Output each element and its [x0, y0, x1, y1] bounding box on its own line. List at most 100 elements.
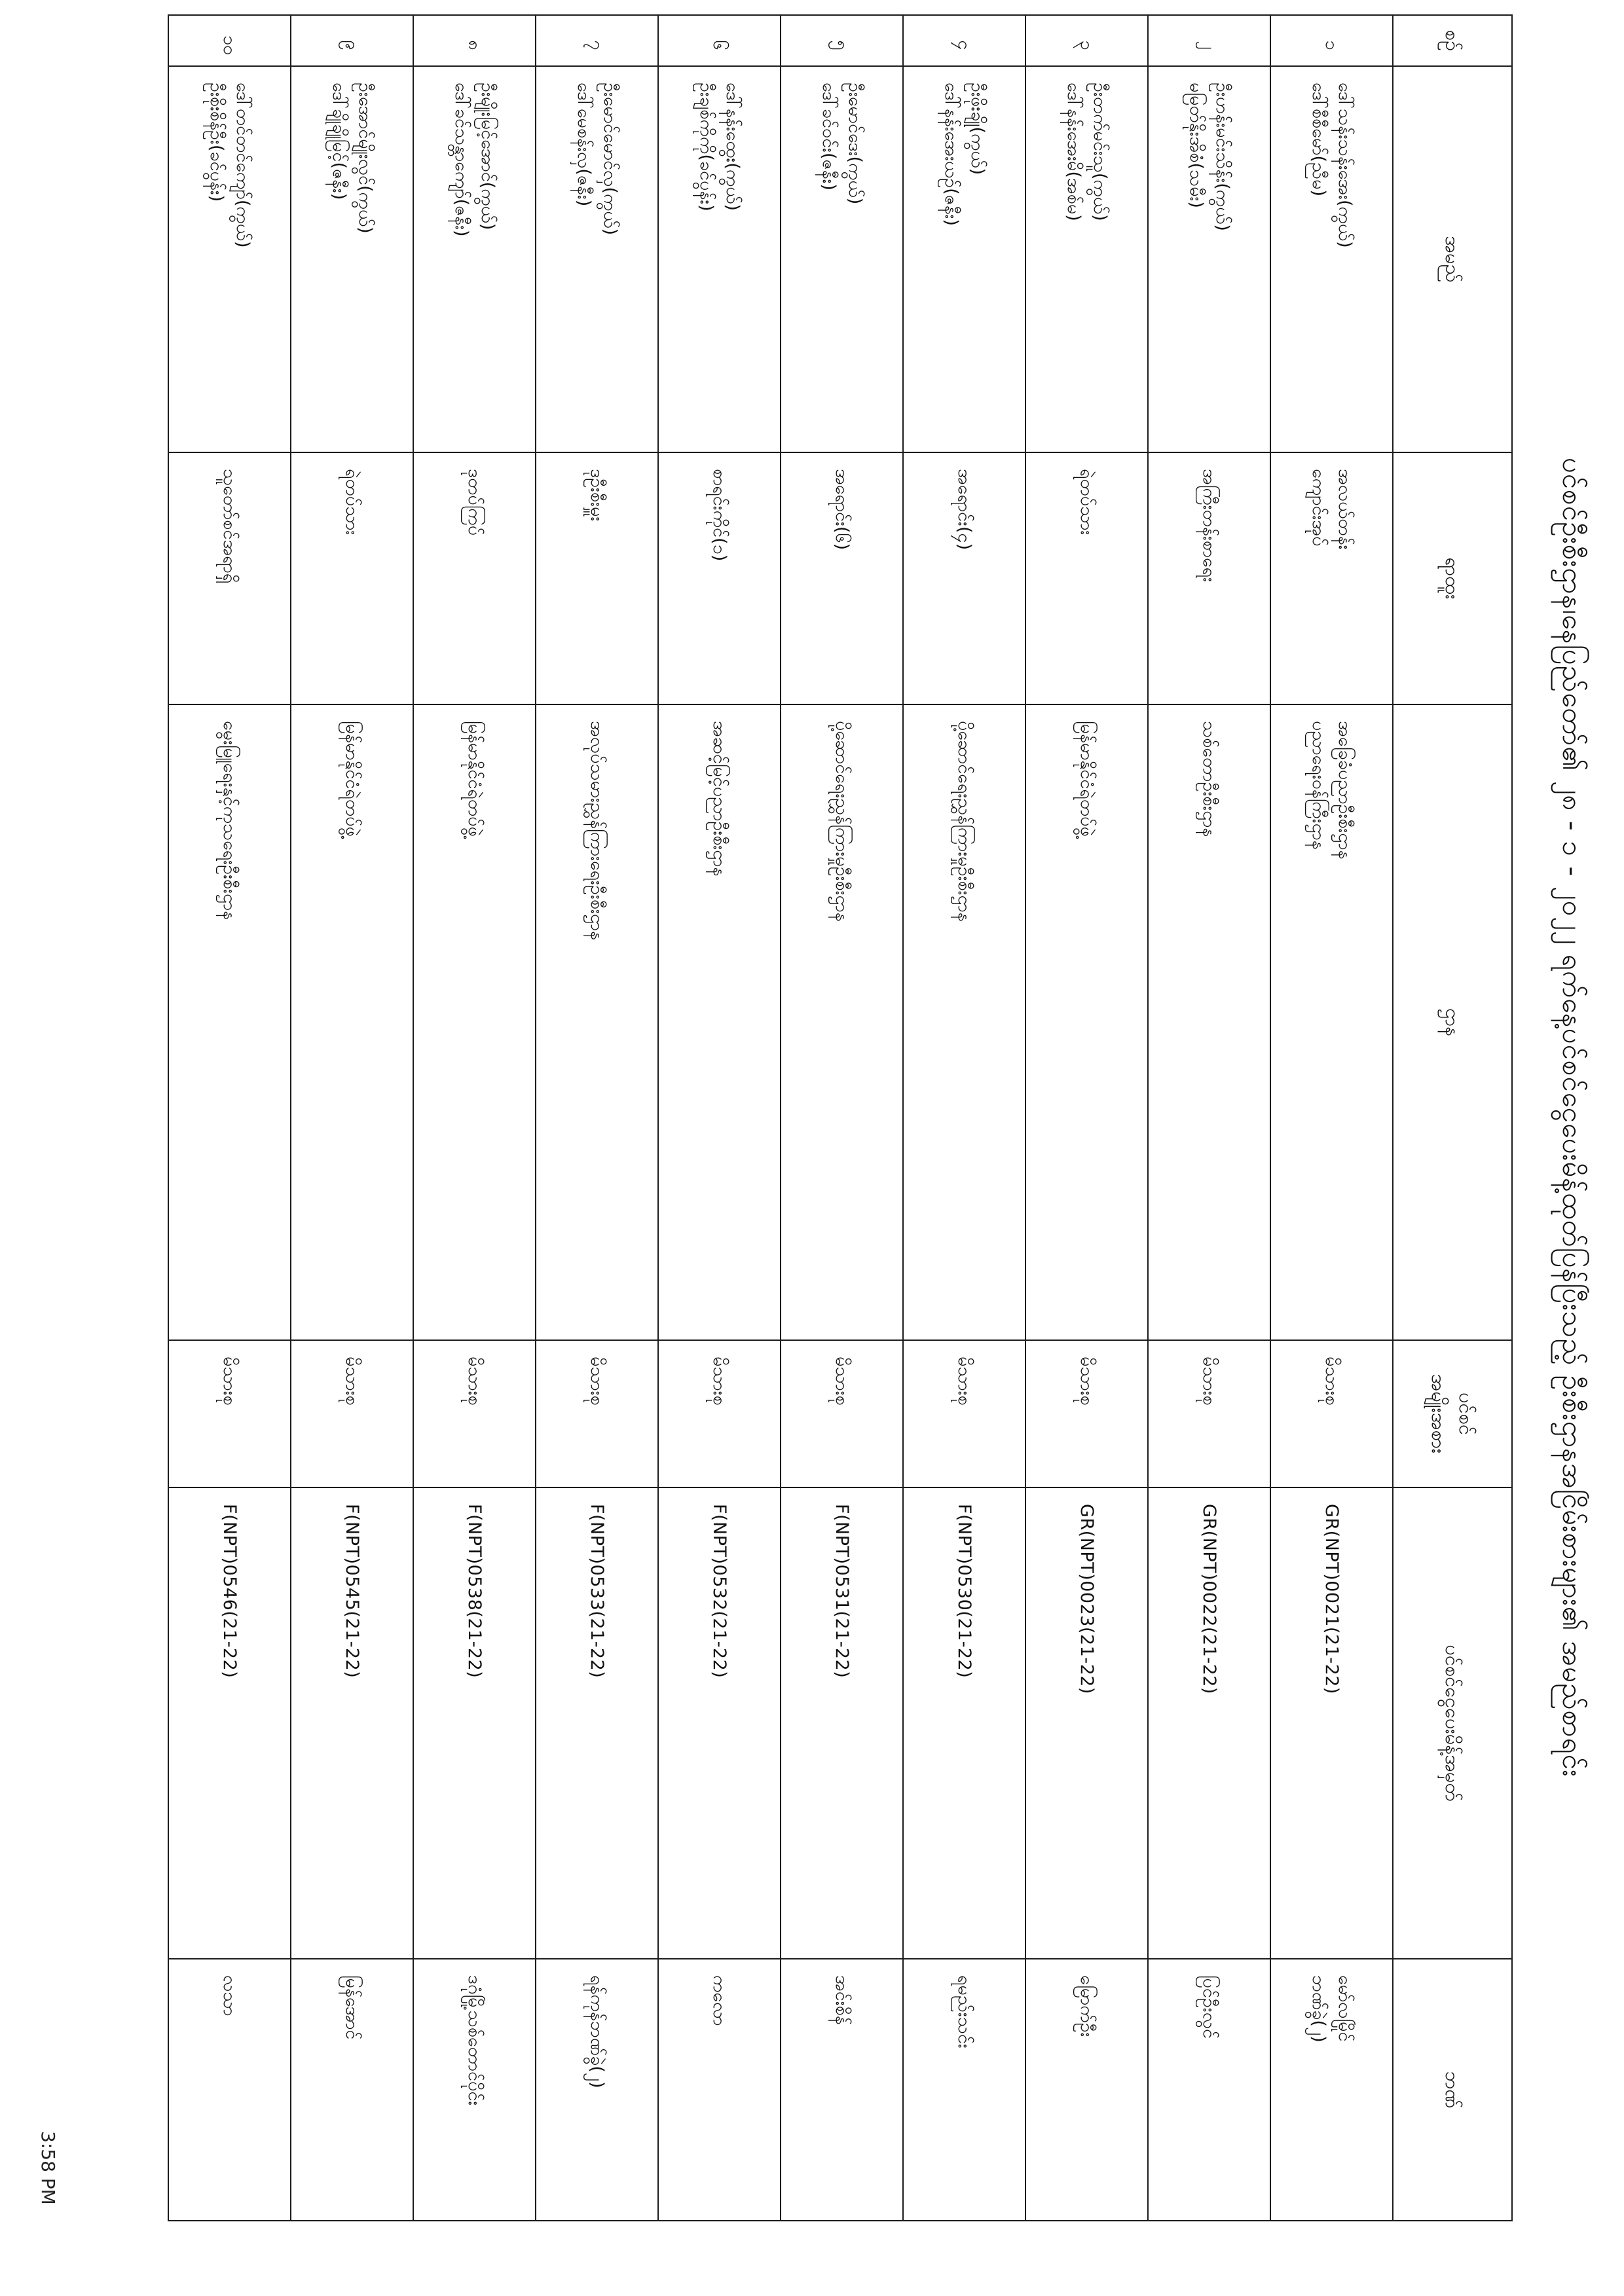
cell-text-line: မိသားစု: [342, 1357, 363, 1406]
cell-text-line: ဒေါ်မေစန်းလှ(ဇနီး): [574, 82, 595, 207]
cell-text-line: F(NPT)0530(21-22): [954, 1504, 975, 1679]
cell-text-line: ၅: [832, 40, 853, 50]
cell-text-line: မွေးမြူရေးနှင့်ကုသရေးဦးစီးဌာန: [219, 721, 240, 920]
cell-text-line: F(NPT)0538(21-22): [464, 1504, 485, 1679]
name-cell: ဒေါ်နန်းထွေး(ကွယ်) ဦးချစ်ကိုကို(ခင်ပွန်း): [658, 66, 781, 452]
header-serial: စဉ်: [1393, 15, 1512, 66]
name-cell: ဦးဖိုးချို(ကွယ်) ဒေါ်နန်းအေးယဉ်(ဇနီး): [903, 66, 1025, 452]
pension-type-cell: မိသားစု: [291, 1340, 413, 1487]
order-no-cell: F(NPT)0545(21-22): [291, 1487, 413, 1959]
cell-text-line: မိသားစု: [219, 1357, 240, 1406]
serial-cell: ၉: [291, 15, 413, 66]
cell-text-line: ဒေါ်သန်းသန်းအေး(ကွယ်): [1334, 82, 1355, 248]
table-row: ၈ဦးမျိုးမြင့်အောင်(ကွယ်) ဒေါ်ခင်သန္တာကျော…: [413, 15, 536, 2221]
serial-cell: ၄: [903, 15, 1025, 66]
bank-cell: လသာ: [168, 1959, 291, 2221]
cell-text-line: ဒေါ်ခင်ဝင်း(ဇနီး): [819, 82, 840, 191]
department-cell: မြန်မာနိုင်ငံရဲတပ်ဖွဲ့: [1025, 704, 1148, 1340]
cell-text-line: ဦးဖိုးချို(ကွယ်): [967, 82, 987, 175]
header-department: ဌာန: [1393, 704, 1512, 1340]
cell-text-line: ဒေါ်နန်းထွေး(ကွယ်): [722, 82, 743, 211]
name-cell: ဒေါ်တင်တင်ကျော်(ကွယ်) ဦးစိုးစိန်ဦး(ခင်ပွန…: [168, 66, 291, 452]
position-cell: အရောင်း(၄): [903, 452, 1025, 704]
cell-text-line: အဆင့်မြင့်ပညာဦးစီးဌာန: [709, 721, 730, 877]
cell-text-line: ဦးဟန်းမင်းသိန်း(ကွယ်): [1211, 82, 1232, 231]
table-row: ၂ဦးဟန်းမင်းသိန်း(ကွယ်) မမြတ်နိုးအိစံ(သမီး…: [1148, 15, 1270, 2221]
cell-text-line: မြန်မာနိုင်ငံရဲတပ်ဖွဲ့: [464, 721, 485, 837]
pension-list-table: စဉ် အမည် ရာထူး ဌာန ပင်စင် အမျိုးအစား ပင်…: [168, 14, 1513, 2221]
cell-text-line: ၄: [954, 40, 975, 50]
pension-type-cell: မိသားစု: [1025, 1340, 1148, 1487]
document-title: ပင်စင်ဦးစီးဌာန၊နေပြည်တော်၏ ၂၈ - ၁ - ၂၀၂၂…: [1557, 457, 1589, 1777]
name-cell: ဒေါ်သန်းသန်းအေး(ကွယ်) ဒေါ်စီစီမော်(ညီမ): [1270, 66, 1393, 452]
serial-cell: ၃: [1025, 15, 1148, 66]
order-no-cell: F(NPT)0533(21-22): [536, 1487, 658, 1959]
department-cell: သစ်တောဦးစီးဌာန: [1148, 704, 1270, 1340]
order-no-cell: F(NPT)0538(21-22): [413, 1487, 536, 1959]
cell-text-line: ပညာရေးဝန်ကြီးဌာန: [1308, 721, 1329, 850]
cell-text-line: အရောင်း(၆): [832, 469, 853, 551]
cell-text-line: F(NPT)0533(21-22): [587, 1504, 608, 1679]
department-cell: မြန်မာနိုင်ငံရဲတပ်ဖွဲ့: [413, 704, 536, 1340]
cell-text-line: F(NPT)0545(21-22): [342, 1504, 363, 1679]
cell-text-line: ဦးချစ်ကိုကို(ခင်ပွန်း): [696, 82, 717, 211]
cell-text-line: ၃: [1077, 40, 1098, 50]
position-cell: အကြီးတန်းစာရေး: [1148, 452, 1270, 704]
cell-text-line: မိသားစု: [1321, 1357, 1342, 1406]
position-cell: အလယ်တန်း ကျောင်းအုပ်: [1270, 452, 1393, 704]
pension-type-cell: မိသားစု: [413, 1340, 536, 1487]
order-no-cell: F(NPT)0530(21-22): [903, 1487, 1025, 1959]
cell-text-line: ၈: [464, 40, 485, 50]
table-body: ၁ဒေါ်သန်းသန်းအေး(ကွယ်) ဒေါ်စီစီမော်(ညီမ) အ…: [168, 15, 1393, 2221]
cell-text-line: ကလော: [709, 1975, 730, 2026]
pension-type-cell: မိသားစု: [536, 1340, 658, 1487]
position-cell: ဒုတပ်ကြပ်: [413, 452, 536, 704]
cell-text-line: F(NPT)0532(21-22): [709, 1504, 730, 1679]
position-cell: စာရင်းကိုင်(၁): [658, 452, 781, 704]
cell-text-line: မော်လမြိုင်: [1334, 1975, 1355, 2042]
cell-text-line: မိသားစု: [709, 1357, 730, 1406]
header-order-no: ပင်စင်ငွေပေးမိန့်အမှတ်: [1393, 1487, 1512, 1959]
cell-text-line: အရောင်း(၄): [954, 469, 975, 551]
order-no-cell: GR(NPT)0022(21-22): [1148, 1487, 1270, 1959]
header-position: ရာထူး: [1393, 452, 1512, 704]
cell-text-line: သစ်တောဦးစီးဌာန: [1199, 721, 1220, 837]
cell-text-line: ဒဂုံမြို့သစ်တောင်ပိုင်း: [464, 1975, 485, 2106]
name-cell: ဦးဟန်းမင်းသိန်း(ကွယ်) မမြတ်နိုးအိစံ(သမီး): [1148, 66, 1270, 452]
cell-text-line: ရဲတပ်သား: [1077, 469, 1098, 536]
cell-text-line: ဦးမောင်မောင်လှ(ကွယ်): [599, 82, 620, 236]
cell-text-line: ဘဏ်ခွဲ(၂): [1308, 1975, 1329, 2043]
name-cell: ဦးအောင်မျိုးလွင်(ကွယ်) ဒေါ်ချိုချိုမြင့်(…: [291, 66, 413, 452]
serial-cell: ၁၀: [168, 15, 291, 66]
table-row: ၅ဦးမောင်ဒေး(ကွယ်) ဒေါ်ခင်ဝင်း(ဇနီး) အရောင်…: [781, 15, 903, 2221]
table-row: ၄ဦးဖိုးချို(ကွယ်) ဒေါ်နန်းအေးယဉ်(ဇနီး) အရေ…: [903, 15, 1025, 2221]
table-row: ၉ဦးအောင်မျိုးလွင်(ကွယ်) ဒေါ်ချိုချိုမြင့်…: [291, 15, 413, 2221]
table-row: ၇ဦးမောင်မောင်လှ(ကွယ်) ဒေါ်မေစန်းလှ(ဇနီး) ဒ…: [536, 15, 658, 2221]
department-cell: အခြေခံပညာဦးစီးဌာန ပညာရေးဝန်ကြီးဌာန: [1270, 704, 1393, 1340]
cell-text-line: စာရင်းကိုင်(၁): [709, 469, 730, 562]
serial-cell: ၆: [658, 15, 781, 66]
cell-text-line: မြန်မာနိုင်ငံရဲတပ်ဖွဲ့: [1077, 721, 1098, 837]
department-cell: မြန်မာနိုင်ငံရဲတပ်ဖွဲ့: [291, 704, 413, 1340]
bank-cell: အင်းစိန်: [781, 1959, 903, 2221]
cell-text-line: မြန်အောင်: [342, 1975, 363, 2040]
bank-cell: ရန်ကုန်ဘဏ်ခွဲ(၂): [536, 1959, 658, 2221]
cell-text-line: GR(NPT)0021(21-22): [1321, 1504, 1342, 1694]
cell-text-line: မိသားစု: [832, 1357, 853, 1406]
position-cell: အရောင်း(၆): [781, 452, 903, 704]
department-cell: အဆင့်မြင့်ပညာဦးစီးဌာန: [658, 704, 781, 1340]
pension-type-cell: မိသားစု: [903, 1340, 1025, 1487]
cell-text-line: F(NPT)0531(21-22): [832, 1504, 853, 1679]
cell-text-line: အလုပ်သမားညွှန်ကြားရေးဦးစီးဌာန: [587, 721, 608, 940]
cell-text-line: ဦးမောင်ဒေး(ကွယ်): [844, 82, 865, 205]
cell-text-line: ၉: [342, 40, 363, 50]
cell-text-line: ၁၀: [219, 35, 240, 56]
table-row: ၁၀ဒေါ်တင်တင်ကျော်(ကွယ်) ဦးစိုးစိန်ဦး(ခင်ပ…: [168, 15, 291, 2221]
cell-text-line: အလယ်တန်း: [1334, 469, 1355, 550]
cell-text-line: မြောက်ဦး: [1077, 1975, 1098, 2037]
serial-cell: ၇: [536, 15, 658, 66]
cell-text-line: ကျောင်းအုပ်: [1308, 469, 1329, 547]
position-cell: ရဲတပ်သား: [1025, 452, 1148, 704]
